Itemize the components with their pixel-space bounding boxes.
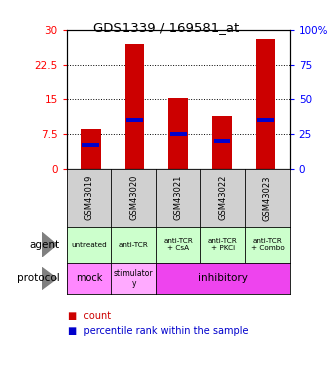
Text: ■  percentile rank within the sample: ■ percentile rank within the sample: [68, 326, 249, 336]
Text: mock: mock: [76, 273, 102, 284]
Bar: [82, 143, 99, 147]
Bar: [170, 132, 186, 136]
Bar: [81, 129, 101, 169]
Bar: [212, 116, 232, 169]
Text: stimulator
y: stimulator y: [114, 269, 153, 288]
Polygon shape: [42, 232, 57, 257]
Polygon shape: [42, 267, 57, 290]
Text: GSM43021: GSM43021: [173, 175, 183, 220]
Text: untreated: untreated: [71, 242, 107, 248]
Text: GSM43022: GSM43022: [218, 175, 227, 220]
Text: GDS1339 / 169581_at: GDS1339 / 169581_at: [93, 21, 240, 34]
Bar: [126, 118, 143, 122]
Bar: [168, 99, 188, 169]
Text: anti-TCR: anti-TCR: [119, 242, 149, 248]
Text: anti-TCR
+ CsA: anti-TCR + CsA: [163, 238, 193, 251]
Bar: [213, 139, 230, 143]
Bar: [125, 44, 144, 169]
Text: agent: agent: [30, 240, 60, 250]
Bar: [256, 39, 275, 169]
Text: anti-TCR
+ Combo: anti-TCR + Combo: [250, 238, 284, 251]
Text: protocol: protocol: [17, 273, 60, 284]
Text: GSM43023: GSM43023: [263, 175, 272, 220]
Text: ■  count: ■ count: [68, 311, 112, 321]
Text: inhibitory: inhibitory: [198, 273, 248, 284]
Text: GSM43020: GSM43020: [129, 175, 138, 220]
Text: anti-TCR
+ PKCi: anti-TCR + PKCi: [208, 238, 238, 251]
Text: GSM43019: GSM43019: [84, 175, 94, 220]
Bar: [257, 118, 274, 122]
